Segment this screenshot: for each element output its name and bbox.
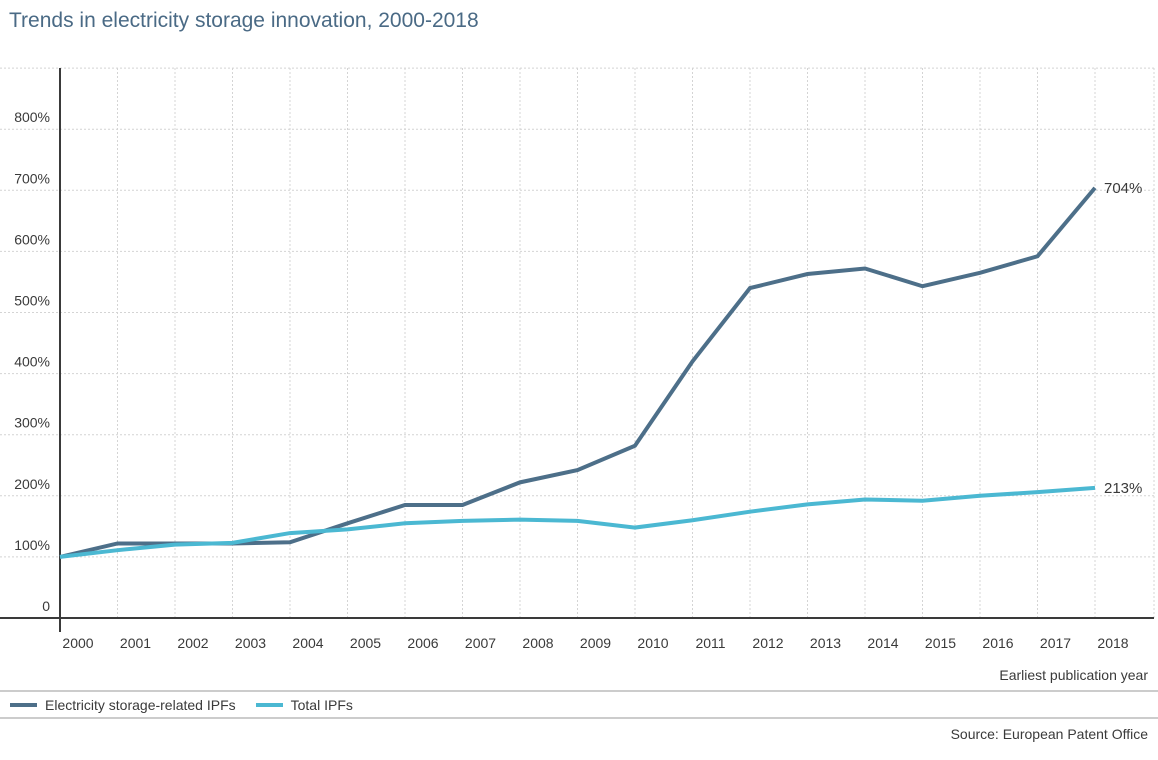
x-tick-label: 2007 <box>465 635 496 651</box>
x-tick-label: 2001 <box>120 635 151 651</box>
x-tick-label: 2014 <box>867 635 898 651</box>
x-tick-label: 2016 <box>982 635 1013 651</box>
y-tick-label: 800% <box>14 109 50 125</box>
axes <box>0 68 1158 719</box>
x-tick-label: 2018 <box>1097 635 1128 651</box>
series-line-total-ipfs <box>59 485 1096 559</box>
y-tick-label: 300% <box>14 415 50 431</box>
legend-item-total: Total IPFs <box>255 697 353 713</box>
x-tick-label: 2009 <box>580 635 611 651</box>
x-tick-label: 2006 <box>407 635 438 651</box>
y-tick-label: 100% <box>14 537 50 553</box>
chart-title: Trends in electricity storage innovation… <box>9 9 479 32</box>
x-tick-label: 2003 <box>235 635 266 651</box>
x-tick-label: 2015 <box>925 635 956 651</box>
x-tick-label: 2017 <box>1040 635 1071 651</box>
y-tick-label: 0 <box>42 598 50 614</box>
chart-labels: 0 100% 200% 300% 400% 500% 600% 700% 800% 2000 200… <box>14 109 1148 683</box>
legend-label-storage: Electricity storage-related IPFs <box>45 697 236 713</box>
legend-swatch-total <box>255 703 283 707</box>
legend-swatch-storage <box>10 703 37 707</box>
x-axis-title: Earliest publication year <box>999 667 1148 683</box>
y-tick-label: 600% <box>14 231 50 247</box>
x-tick-label: 2000 <box>62 635 93 651</box>
y-tick-label: 400% <box>14 354 50 370</box>
series-lines <box>59 186 1097 559</box>
end-value-label: 213% <box>1104 480 1142 497</box>
x-tick-label: 2010 <box>637 635 668 651</box>
x-tick-label: 2002 <box>177 635 208 651</box>
legend-label-total: Total IPFs <box>290 697 353 713</box>
x-tick-label: 2005 <box>350 635 381 651</box>
x-tick-label: 2011 <box>695 635 725 651</box>
x-tick-label: 2013 <box>810 635 841 651</box>
grid-lines <box>0 67 1155 618</box>
y-tick-label: 200% <box>14 476 50 492</box>
legend-item-storage: Electricity storage-related IPFs <box>10 697 236 713</box>
legend: Electricity storage-related IPFs Total I… <box>10 697 373 713</box>
y-tick-label: 700% <box>14 170 50 186</box>
y-tick-label: 500% <box>14 293 50 309</box>
source-note: Source: European Patent Office <box>950 726 1148 742</box>
end-value-label: 704% <box>1104 180 1142 197</box>
x-tick-label: 2004 <box>292 635 323 651</box>
x-tick-label: 2012 <box>752 635 783 651</box>
x-tick-label: 2008 <box>522 635 553 651</box>
